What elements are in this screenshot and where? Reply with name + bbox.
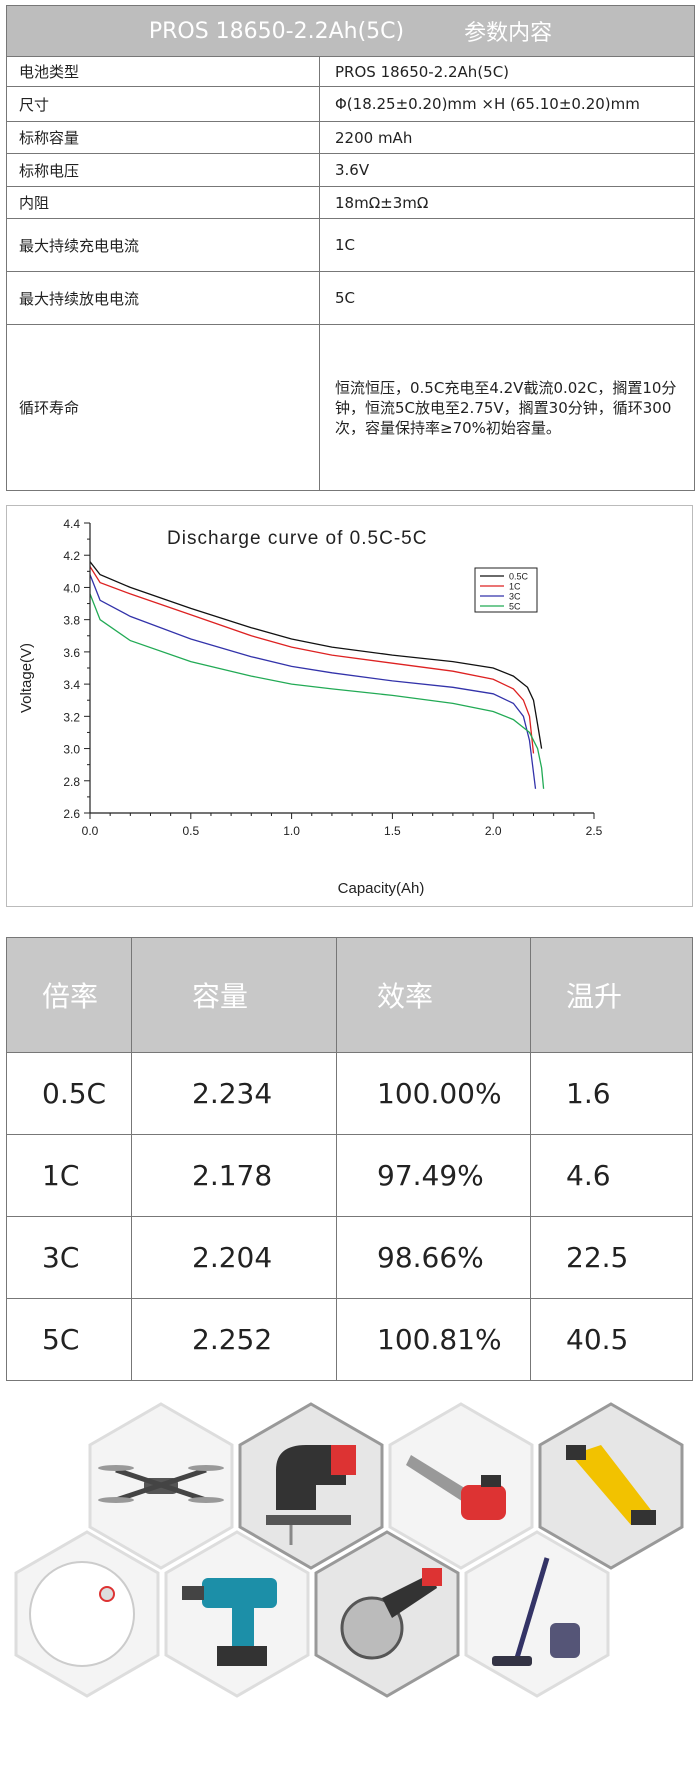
table-header-row: 倍率 容量 效率 温升 xyxy=(6,937,693,1053)
y-tick-label: 3.4 xyxy=(63,678,80,692)
cell-temp-rise: 1.6 xyxy=(530,1052,693,1135)
spec-row: 标称电压 3.6V xyxy=(7,154,694,187)
spec-title-model: PROS 18650-2.2Ah(5C) xyxy=(148,18,405,44)
cell-capacity: 2.178 xyxy=(131,1134,337,1217)
legend-box xyxy=(474,567,538,613)
x-tick-label: 2.0 xyxy=(485,824,502,838)
spec-key: 电池类型 xyxy=(7,57,320,86)
cell-efficiency: 97.49% xyxy=(336,1134,531,1217)
cell-efficiency: 100.81% xyxy=(336,1298,531,1381)
spec-table: PROS 18650-2.2Ah(5C) 参数内容 电池类型 PROS 1865… xyxy=(6,5,695,491)
series-line-0.5C xyxy=(89,561,543,749)
circular-saw-icon xyxy=(314,1530,460,1698)
series-line-1C xyxy=(89,566,535,754)
chainsaw-icon xyxy=(388,1402,534,1570)
y-tick-label: 2.6 xyxy=(63,807,80,821)
discharge-chart: 2.6 2.8 3.0 3.2 3.4 3.6 3.8 4.0 4.2 4.4 0.0 0.5 1.0… xyxy=(6,505,693,907)
rate-performance-table: 倍率 容量 效率 温升 0.5C 2.234 100.00% 1.6 1C 2.… xyxy=(6,937,693,1381)
spec-value: 18mΩ±3mΩ xyxy=(335,193,429,212)
cell-efficiency: 98.66% xyxy=(336,1216,531,1299)
y-tick-label: 2.8 xyxy=(63,775,80,789)
cordless-drill-icon xyxy=(164,1530,310,1698)
spec-row: 标称容量 2200 mAh xyxy=(7,122,694,154)
application-gallery xyxy=(0,1400,699,1760)
spec-row: 循环寿命 恒流恒压，0.5C充电至4.2V截流0.02C，搁置10分钟，恒流5C… xyxy=(7,325,694,490)
spec-row: 尺寸 Φ(18.25±0.20)mm ×H (65.10±0.20)mm xyxy=(7,87,694,122)
legend-entry: 5C xyxy=(509,602,521,612)
series-line-3C xyxy=(89,574,537,789)
spec-key: 标称容量 xyxy=(7,122,320,153)
table-row: 0.5C 2.234 100.00% 1.6 xyxy=(6,1052,693,1135)
cell-rate: 1C xyxy=(6,1134,132,1217)
y-tick-label: 3.6 xyxy=(63,646,80,660)
cell-temp-rise: 40.5 xyxy=(530,1298,693,1381)
legend-entry: 1C xyxy=(509,582,521,592)
spec-value: 3.6V xyxy=(335,161,370,179)
discharge-chart-svg: 2.6 2.8 3.0 3.2 3.4 3.6 3.8 4.0 4.2 4.4 0.0 0.5 1.0… xyxy=(18,517,603,897)
legend-entry: 3C xyxy=(509,592,521,602)
cell-rate: 5C xyxy=(6,1298,132,1381)
header-capacity: 容量 xyxy=(131,937,337,1053)
y-tick-label: 3.2 xyxy=(63,710,80,724)
y-tick-label: 3.8 xyxy=(63,614,80,628)
cell-rate: 3C xyxy=(6,1216,132,1299)
x-tick-label: 0.5 xyxy=(182,824,199,838)
jigsaw-icon xyxy=(238,1402,384,1570)
robot-vacuum-icon xyxy=(14,1530,160,1698)
spec-value: 5C xyxy=(335,289,356,307)
spec-title-label: 参数内容 xyxy=(464,21,553,46)
spec-value: 1C xyxy=(335,236,356,254)
cell-capacity: 2.234 xyxy=(131,1052,337,1135)
stick-vacuum-icon xyxy=(464,1530,610,1698)
nibbler-tool-icon xyxy=(538,1402,684,1570)
header-temp-rise: 温升 xyxy=(530,937,693,1053)
spec-value: 恒流恒压，0.5C充电至4.2V截流0.02C，搁置10分钟，恒流5C放电至2.… xyxy=(335,378,677,437)
x-tick-label: 0.0 xyxy=(82,824,99,838)
chart-title: Discharge curve of 0.5C-5C xyxy=(167,528,427,549)
spec-row: 内阻 18mΩ±3mΩ xyxy=(7,187,694,219)
cell-temp-rise: 22.5 xyxy=(530,1216,693,1299)
spec-title-bar: PROS 18650-2.2Ah(5C) 参数内容 xyxy=(7,6,694,57)
cell-temp-rise: 4.6 xyxy=(530,1134,693,1217)
spec-key: 尺寸 xyxy=(7,87,320,121)
spec-key: 最大持续充电电流 xyxy=(7,219,320,271)
x-tick-label: 2.5 xyxy=(586,824,603,838)
cell-efficiency: 100.00% xyxy=(336,1052,531,1135)
spec-key: 内阻 xyxy=(7,187,320,218)
header-rate: 倍率 xyxy=(6,937,132,1053)
y-tick-label: 4.0 xyxy=(63,581,80,595)
y-tick-label: 4.4 xyxy=(63,517,80,531)
spec-row: 最大持续放电电流 5C xyxy=(7,272,694,325)
cell-capacity: 2.204 xyxy=(131,1216,337,1299)
spec-row: 最大持续充电电流 1C xyxy=(7,219,694,272)
y-tick-label: 4.2 xyxy=(63,549,80,563)
y-axis-label: Voltage(V) xyxy=(18,643,35,713)
x-axis-label: Capacity(Ah) xyxy=(338,880,425,897)
spec-key: 循环寿命 xyxy=(7,325,320,490)
drone-icon xyxy=(88,1402,234,1570)
table-row: 1C 2.178 97.49% 4.6 xyxy=(6,1134,693,1217)
spec-value: 2200 mAh xyxy=(335,128,413,147)
series-line-5C xyxy=(89,593,545,789)
table-row: 3C 2.204 98.66% 22.5 xyxy=(6,1216,693,1299)
spec-value: PROS 18650-2.2Ah(5C) xyxy=(335,62,510,81)
spec-value: Φ(18.25±0.20)mm ×H (65.10±0.20)mm xyxy=(335,95,640,113)
cell-capacity: 2.252 xyxy=(131,1298,337,1381)
x-tick-label: 1.0 xyxy=(283,824,300,838)
header-efficiency: 效率 xyxy=(336,937,531,1053)
spec-row: 电池类型 PROS 18650-2.2Ah(5C) xyxy=(7,57,694,87)
spec-key: 最大持续放电电流 xyxy=(7,272,320,324)
table-row: 5C 2.252 100.81% 40.5 xyxy=(6,1298,693,1381)
y-tick-label: 3.0 xyxy=(63,743,80,757)
legend-entry: 0.5C xyxy=(509,572,529,582)
spec-key: 标称电压 xyxy=(7,154,320,186)
x-tick-label: 1.5 xyxy=(384,824,401,838)
cell-rate: 0.5C xyxy=(6,1052,132,1135)
